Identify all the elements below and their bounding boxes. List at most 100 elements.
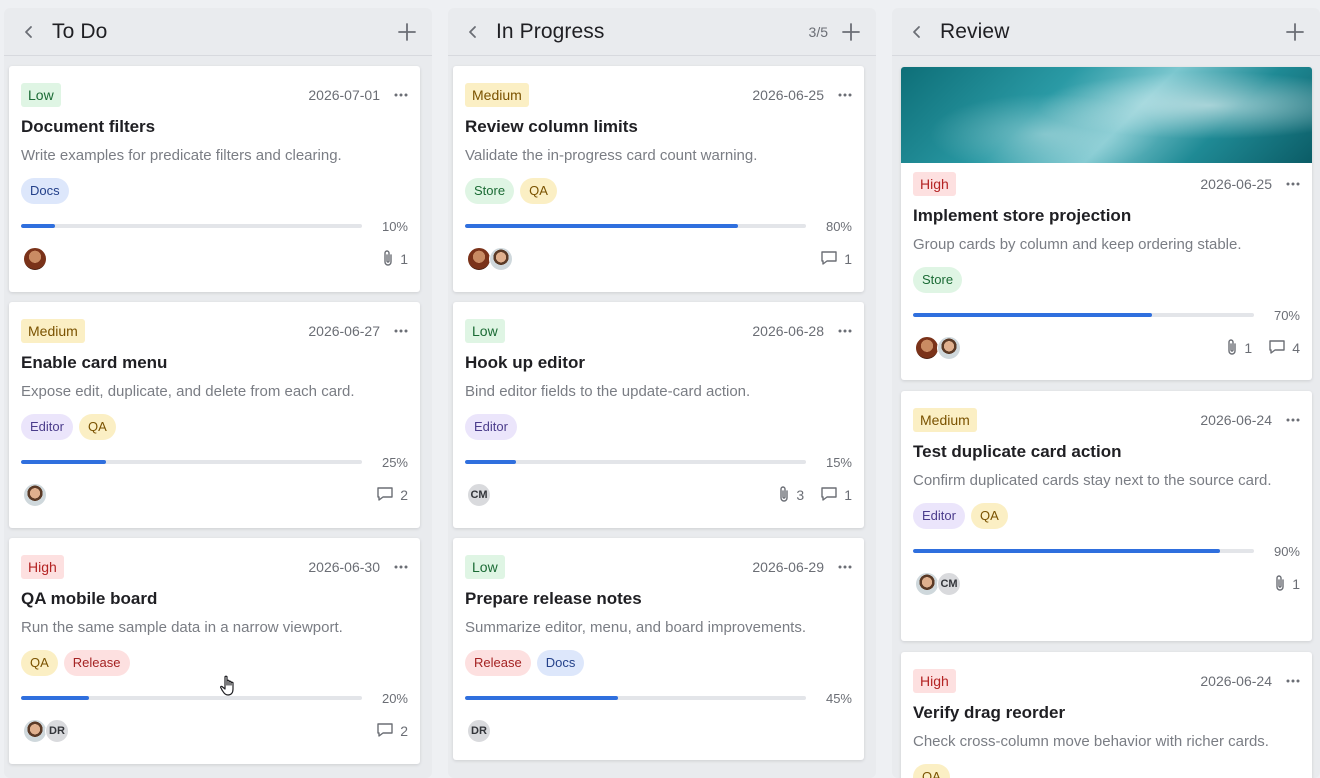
plus-icon[interactable] xyxy=(840,21,862,43)
task-card[interactable]: Low 2026-07-01 Document filters Write ex… xyxy=(9,66,420,292)
assignees: DR xyxy=(465,719,491,743)
task-card[interactable]: Medium 2026-06-25 Review column limits V… xyxy=(453,66,864,292)
progress-label: 20% xyxy=(381,690,408,706)
assignees: CM xyxy=(913,572,961,596)
card-description: Expose edit, duplicate, and delete from … xyxy=(21,383,355,400)
task-card[interactable]: Low 2026-06-28 Hook up editor Bind edito… xyxy=(453,302,864,528)
task-card[interactable]: High 2026-06-30 QA mobile board Run the … xyxy=(9,538,420,764)
card-cover-image xyxy=(901,67,1312,163)
progress-label: 80% xyxy=(825,218,852,234)
tag-list: Release Docs xyxy=(465,650,852,676)
avatar xyxy=(915,336,939,360)
progress-bar xyxy=(465,460,806,464)
hand-pointer-icon xyxy=(219,675,238,697)
card-description: Confirm duplicated cards stay next to th… xyxy=(913,472,1272,489)
comment-count: 2 xyxy=(400,723,408,739)
priority-badge: Medium xyxy=(913,408,977,432)
comment-count: 2 xyxy=(400,487,408,503)
column-count: 3/5 xyxy=(808,23,828,40)
tag: Docs xyxy=(536,650,585,676)
paperclip-icon xyxy=(1226,338,1238,359)
avatar xyxy=(467,247,491,271)
tag: Editor xyxy=(913,503,965,529)
more-horizontal-icon[interactable] xyxy=(1286,413,1300,427)
more-horizontal-icon[interactable] xyxy=(838,324,852,338)
progress-bar xyxy=(913,549,1254,553)
comments: 4 xyxy=(1268,339,1300,358)
comments: 1 xyxy=(820,250,852,269)
more-horizontal-icon[interactable] xyxy=(1286,674,1300,688)
progress-label: 25% xyxy=(381,454,408,470)
card-description: Summarize editor, menu, and board improv… xyxy=(465,619,806,636)
column-title: To Do xyxy=(52,19,108,43)
due-date: 2026-06-24 xyxy=(1200,673,1272,689)
progress-row: 90% xyxy=(913,543,1300,559)
due-date: 2026-06-28 xyxy=(752,323,824,339)
avatar: CM xyxy=(937,572,961,596)
progress-label: 70% xyxy=(1273,307,1300,323)
due-date: 2026-06-24 xyxy=(1200,412,1272,428)
column-in-progress: In Progress 3/5 Medium 2026-06-25 Review… xyxy=(448,8,876,778)
tag: Release xyxy=(63,650,130,676)
task-card[interactable]: Medium 2026-06-27 Enable card menu Expos… xyxy=(9,302,420,528)
tag: QA xyxy=(520,178,557,204)
tag: Editor xyxy=(21,414,73,440)
card-title: Prepare release notes xyxy=(465,589,642,608)
chevron-left-icon[interactable] xyxy=(464,23,482,41)
priority-badge: High xyxy=(913,172,956,196)
card-title: Document filters xyxy=(21,117,156,136)
task-card[interactable]: High 2026-06-25 Implement store projecti… xyxy=(901,67,1312,380)
avatar: CM xyxy=(467,483,491,507)
card-title: Enable card menu xyxy=(21,353,168,372)
tag: Docs xyxy=(21,178,69,204)
comment-icon xyxy=(376,722,394,741)
progress-label: 10% xyxy=(381,218,408,234)
plus-icon[interactable] xyxy=(1284,21,1306,43)
progress-label: 90% xyxy=(1273,543,1300,559)
due-date: 2026-06-30 xyxy=(308,559,380,575)
more-horizontal-icon[interactable] xyxy=(1286,177,1300,191)
more-horizontal-icon[interactable] xyxy=(394,324,408,338)
tag-list: Editor QA xyxy=(21,414,408,440)
comment-count: 4 xyxy=(1292,340,1300,356)
card-description: Run the same sample data in a narrow vie… xyxy=(21,619,343,636)
attachment-count: 3 xyxy=(796,487,805,503)
tag: QA xyxy=(21,650,58,676)
assignees: DR xyxy=(21,719,69,743)
more-horizontal-icon[interactable] xyxy=(838,560,852,574)
progress-row: 15% xyxy=(465,454,852,470)
comments: 2 xyxy=(376,486,408,505)
chevron-left-icon[interactable] xyxy=(20,23,38,41)
chevron-left-icon[interactable] xyxy=(908,23,926,41)
card-description: Validate the in-progress card count warn… xyxy=(465,147,758,164)
tag: Editor xyxy=(465,414,517,440)
attachment-count: 1 xyxy=(1244,340,1253,356)
paperclip-icon xyxy=(1274,574,1286,595)
card-title: QA mobile board xyxy=(21,589,158,608)
comment-icon xyxy=(376,486,394,505)
tag: Release xyxy=(465,650,531,676)
avatar: DR xyxy=(45,719,69,743)
priority-badge: Medium xyxy=(465,83,529,107)
progress-row: 45% xyxy=(465,690,852,706)
more-horizontal-icon[interactable] xyxy=(394,560,408,574)
plus-icon[interactable] xyxy=(396,21,418,43)
card-description: Group cards by column and keep ordering … xyxy=(913,236,1242,253)
card-description: Write examples for predicate filters and… xyxy=(21,147,342,164)
card-title: Verify drag reorder xyxy=(913,703,1066,722)
paperclip-icon xyxy=(778,485,790,506)
avatar xyxy=(23,247,47,271)
card-title: Review column limits xyxy=(465,117,638,136)
more-horizontal-icon[interactable] xyxy=(838,88,852,102)
priority-badge: Low xyxy=(465,555,505,579)
task-card[interactable]: Low 2026-06-29 Prepare release notes Sum… xyxy=(453,538,864,760)
more-horizontal-icon[interactable] xyxy=(394,88,408,102)
progress-row: 10% xyxy=(21,218,408,234)
comment-icon xyxy=(820,486,838,505)
task-card[interactable]: High 2026-06-24 Verify drag reorder Chec… xyxy=(901,652,1312,778)
attachment-count: 1 xyxy=(1292,576,1300,592)
task-card[interactable]: Medium 2026-06-24 Test duplicate card ac… xyxy=(901,391,1312,641)
progress-row: 70% xyxy=(913,307,1300,323)
priority-badge: High xyxy=(21,555,64,579)
card-description: Bind editor fields to the update-card ac… xyxy=(465,383,751,400)
